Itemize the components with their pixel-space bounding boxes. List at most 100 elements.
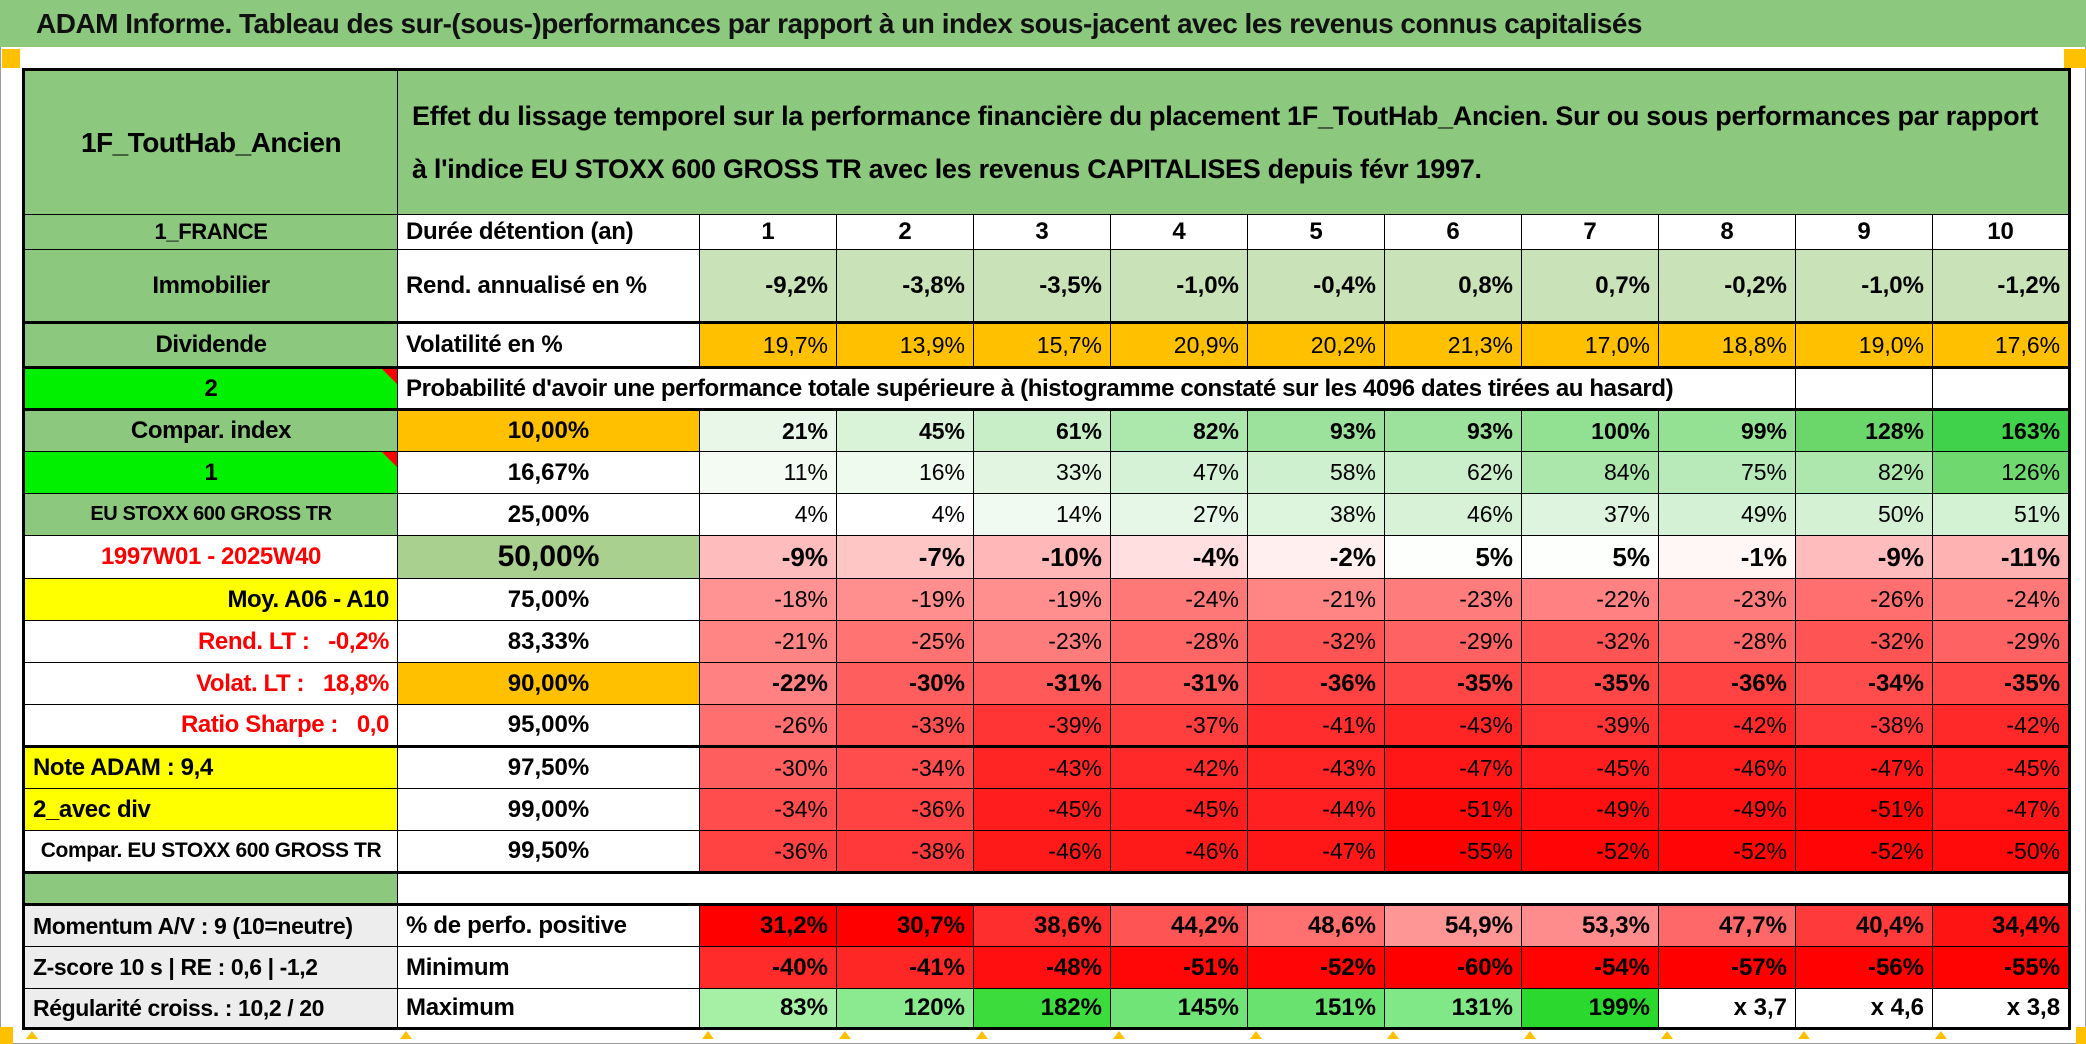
cell-pct-97-50-y5[interactable]: -43% [1247,745,1385,789]
metric-label-perfo-positive[interactable]: % de perfo. positive [397,903,700,947]
cell-rend-annualise-y6[interactable]: 0,8% [1384,249,1522,323]
metric-label-pct-95[interactable]: 95,00% [397,704,700,747]
cell-pct-90-y10[interactable]: -35% [1931,662,2071,705]
cell-maximum-y2[interactable]: 120% [836,988,974,1030]
cell-pct-97-50-y9[interactable]: -47% [1795,745,1933,789]
cell-pct-90-y6[interactable]: -35% [1384,662,1522,705]
cell-pct-95-y2[interactable]: -33% [836,704,974,747]
cell-pct-95-y6[interactable]: -43% [1384,704,1522,747]
cell-pct-50-y6[interactable]: 5% [1384,535,1522,579]
cell-pct-90-y8[interactable]: -36% [1658,662,1796,705]
row-label-pct-83-33[interactable]: Rend. LT : -0,2% [23,620,398,663]
cell-pct-10-y9[interactable]: 128% [1795,408,1933,452]
row-label-maximum[interactable]: Régularité croiss. : 10,2 / 20 [23,988,398,1030]
cell-pct-10-y6[interactable]: 93% [1384,408,1522,452]
spacer-blank-cell[interactable] [397,872,2070,905]
cell-minimum-y4[interactable]: -51% [1110,946,1248,989]
metric-label-pct-97-50[interactable]: 97,50% [397,745,700,789]
cell-pct-10-y7[interactable]: 100% [1521,408,1659,452]
metric-label-pct-25[interactable]: 25,00% [397,493,700,536]
cell-volatilite-y6[interactable]: 21,3% [1384,321,1522,368]
cell-pct-10-y5[interactable]: 93% [1247,408,1385,452]
row-label-pct-90[interactable]: Volat. LT : 18,8% [23,662,398,705]
row-label-pct-95[interactable]: Ratio Sharpe : 0,0 [23,704,398,747]
cell-maximum-y10[interactable]: x 3,8 [1931,988,2071,1030]
cell-pct-83-33-y6[interactable]: -29% [1384,620,1522,663]
cell-duree-detention-y4[interactable]: 4 [1110,214,1248,250]
table-description-cell[interactable]: Effet du lissage temporel sur la perform… [396,69,2071,215]
cell-pct-50-y1[interactable]: -9% [699,535,837,579]
metric-label-minimum[interactable]: Minimum [397,946,700,989]
cell-pct-99-50-y2[interactable]: -38% [836,830,974,874]
cell-pct-25-y1[interactable]: 4% [699,493,837,536]
row-label-pct-50[interactable]: 1997W01 - 2025W40 [23,535,398,579]
cell-rend-annualise-y1[interactable]: -9,2% [699,249,837,323]
cell-maximum-y9[interactable]: x 4,6 [1795,988,1933,1030]
cell-rend-annualise-y10[interactable]: -1,2% [1931,249,2071,323]
cell-pct-75-y6[interactable]: -23% [1384,578,1522,621]
cell-rend-annualise-y8[interactable]: -0,2% [1658,249,1796,323]
row-label-pct-16-67[interactable]: 1 [23,451,398,494]
cell-perfo-positive-y10[interactable]: 34,4% [1931,903,2071,947]
cell-perfo-positive-y7[interactable]: 53,3% [1521,903,1659,947]
empty-cell[interactable] [1795,366,1933,410]
cell-minimum-y7[interactable]: -54% [1521,946,1659,989]
cell-pct-75-y7[interactable]: -22% [1521,578,1659,621]
cell-minimum-y8[interactable]: -57% [1658,946,1796,989]
cell-rend-annualise-y2[interactable]: -3,8% [836,249,974,323]
cell-pct-25-y5[interactable]: 38% [1247,493,1385,536]
cell-pct-50-y9[interactable]: -9% [1795,535,1933,579]
cell-pct-90-y5[interactable]: -36% [1247,662,1385,705]
cell-pct-99-50-y3[interactable]: -46% [973,830,1111,874]
cell-perfo-positive-y5[interactable]: 48,6% [1247,903,1385,947]
cell-pct-50-y2[interactable]: -7% [836,535,974,579]
cell-perfo-positive-y4[interactable]: 44,2% [1110,903,1248,947]
cell-pct-83-33-y1[interactable]: -21% [699,620,837,663]
cell-pct-75-y1[interactable]: -18% [699,578,837,621]
cell-pct-83-33-y8[interactable]: -28% [1658,620,1796,663]
cell-pct-95-y3[interactable]: -39% [973,704,1111,747]
cell-volatilite-y4[interactable]: 20,9% [1110,321,1248,368]
row-label-minimum[interactable]: Z-score 10 s | RE : 0,6 | -1,2 [23,946,398,989]
cell-pct-16-67-y10[interactable]: 126% [1931,451,2071,494]
cell-pct-83-33-y5[interactable]: -32% [1247,620,1385,663]
row-label-pct-99[interactable]: 2_avec div [23,788,398,831]
cell-minimum-y2[interactable]: -41% [836,946,974,989]
cell-pct-90-y3[interactable]: -31% [973,662,1111,705]
cell-maximum-y3[interactable]: 182% [973,988,1111,1030]
cell-pct-75-y9[interactable]: -26% [1795,578,1933,621]
row-label-pct-25[interactable]: EU STOXX 600 GROSS TR [23,493,398,536]
cell-pct-16-67-y3[interactable]: 33% [973,451,1111,494]
cell-pct-10-y3[interactable]: 61% [973,408,1111,452]
cell-pct-97-50-y2[interactable]: -34% [836,745,974,789]
cell-pct-83-33-y10[interactable]: -29% [1931,620,2071,663]
cell-duree-detention-y9[interactable]: 9 [1795,214,1933,250]
metric-label-pct-16-67[interactable]: 16,67% [397,451,700,494]
cell-rend-annualise-y4[interactable]: -1,0% [1110,249,1248,323]
placement-name-cell[interactable]: 1F_ToutHab_Ancien [23,69,398,215]
cell-pct-95-y5[interactable]: -41% [1247,704,1385,747]
cell-volatilite-y2[interactable]: 13,9% [836,321,974,368]
metric-label-pct-83-33[interactable]: 83,33% [397,620,700,663]
cell-duree-detention-y1[interactable]: 1 [699,214,837,250]
cell-duree-detention-y7[interactable]: 7 [1521,214,1659,250]
cell-pct-99-50-y5[interactable]: -47% [1247,830,1385,874]
empty-cell[interactable] [1931,366,2071,410]
cell-pct-75-y10[interactable]: -24% [1931,578,2071,621]
cell-minimum-y9[interactable]: -56% [1795,946,1933,989]
cell-duree-detention-y5[interactable]: 5 [1247,214,1385,250]
cell-minimum-y6[interactable]: -60% [1384,946,1522,989]
cell-pct-97-50-y3[interactable]: -43% [973,745,1111,789]
cell-pct-90-y7[interactable]: -35% [1521,662,1659,705]
cell-pct-99-50-y7[interactable]: -52% [1521,830,1659,874]
row-label-pct-97-50[interactable]: Note ADAM : 9,4 [23,745,398,789]
cell-pct-25-y6[interactable]: 46% [1384,493,1522,536]
cell-maximum-y8[interactable]: x 3,7 [1658,988,1796,1030]
cell-pct-16-67-y5[interactable]: 58% [1247,451,1385,494]
metric-label-pct-50[interactable]: 50,00% [397,535,700,579]
cell-pct-25-y4[interactable]: 27% [1110,493,1248,536]
cell-pct-75-y2[interactable]: -19% [836,578,974,621]
cell-maximum-y6[interactable]: 131% [1384,988,1522,1030]
cell-pct-99-y2[interactable]: -36% [836,788,974,831]
metric-label-maximum[interactable]: Maximum [397,988,700,1030]
